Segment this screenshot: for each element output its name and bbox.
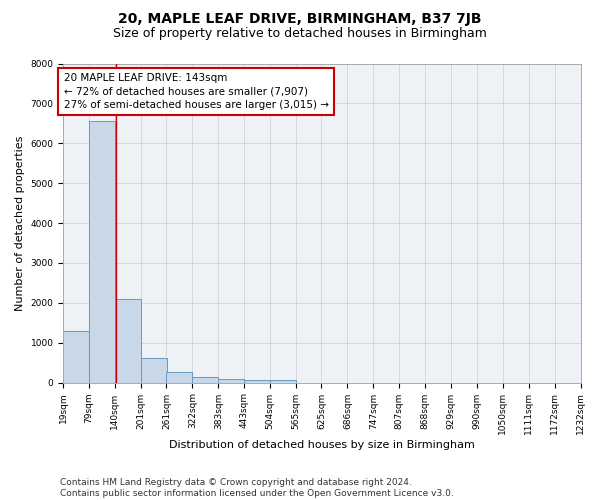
Text: Contains HM Land Registry data © Crown copyright and database right 2024.
Contai: Contains HM Land Registry data © Crown c… [60, 478, 454, 498]
Y-axis label: Number of detached properties: Number of detached properties [15, 136, 25, 310]
Text: 20, MAPLE LEAF DRIVE, BIRMINGHAM, B37 7JB: 20, MAPLE LEAF DRIVE, BIRMINGHAM, B37 7J… [118, 12, 482, 26]
Bar [218, 378, 244, 382]
Bar [270, 380, 296, 382]
Bar [141, 358, 167, 382]
Text: 20 MAPLE LEAF DRIVE: 143sqm
← 72% of detached houses are smaller (7,907)
27% of : 20 MAPLE LEAF DRIVE: 143sqm ← 72% of det… [64, 74, 329, 110]
Bar [115, 299, 141, 382]
Bar [193, 378, 218, 382]
Bar [63, 330, 89, 382]
Bar [89, 121, 115, 382]
Bar [166, 372, 193, 382]
Bar [244, 380, 270, 382]
Text: Size of property relative to detached houses in Birmingham: Size of property relative to detached ho… [113, 28, 487, 40]
X-axis label: Distribution of detached houses by size in Birmingham: Distribution of detached houses by size … [169, 440, 475, 450]
